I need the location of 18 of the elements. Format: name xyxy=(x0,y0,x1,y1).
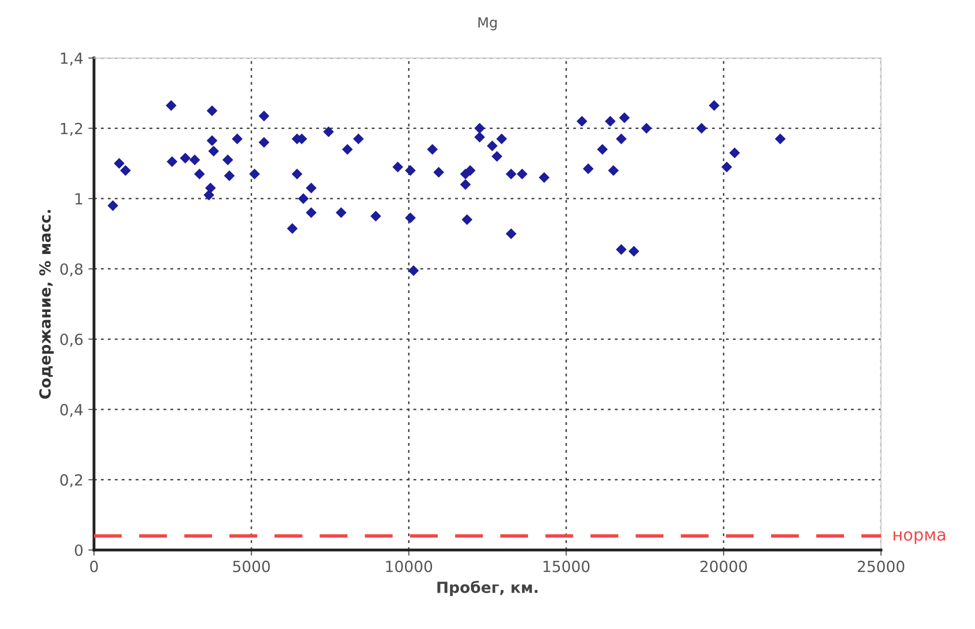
x-tick-label: 15000 xyxy=(544,560,590,572)
x-tick-label: 10000 xyxy=(386,560,432,572)
y-tick-label: 1 xyxy=(76,193,82,204)
y-tick-label: 1,2 xyxy=(60,122,82,136)
y-tick-label: 0 xyxy=(74,544,83,556)
x-tick-label: 25000 xyxy=(858,560,904,572)
y-axis-title: Содержание, % масс. xyxy=(39,210,54,399)
y-tick-label: 0,4 xyxy=(60,404,83,418)
y-tick-label: 0,2 xyxy=(60,474,82,488)
x-axis-title: Пробег, км. xyxy=(437,580,538,596)
ref-line-label: норма xyxy=(894,531,946,544)
chart-title: Mg xyxy=(478,17,497,30)
x-tick-label: 5000 xyxy=(233,560,270,572)
y-tick-label: 0,6 xyxy=(60,334,83,347)
x-tick-label: 0 xyxy=(90,560,98,572)
y-tick-label: 0,8 xyxy=(60,263,83,276)
x-tick-label: 20000 xyxy=(700,560,747,572)
y-tick-label: 1,4 xyxy=(60,52,83,66)
